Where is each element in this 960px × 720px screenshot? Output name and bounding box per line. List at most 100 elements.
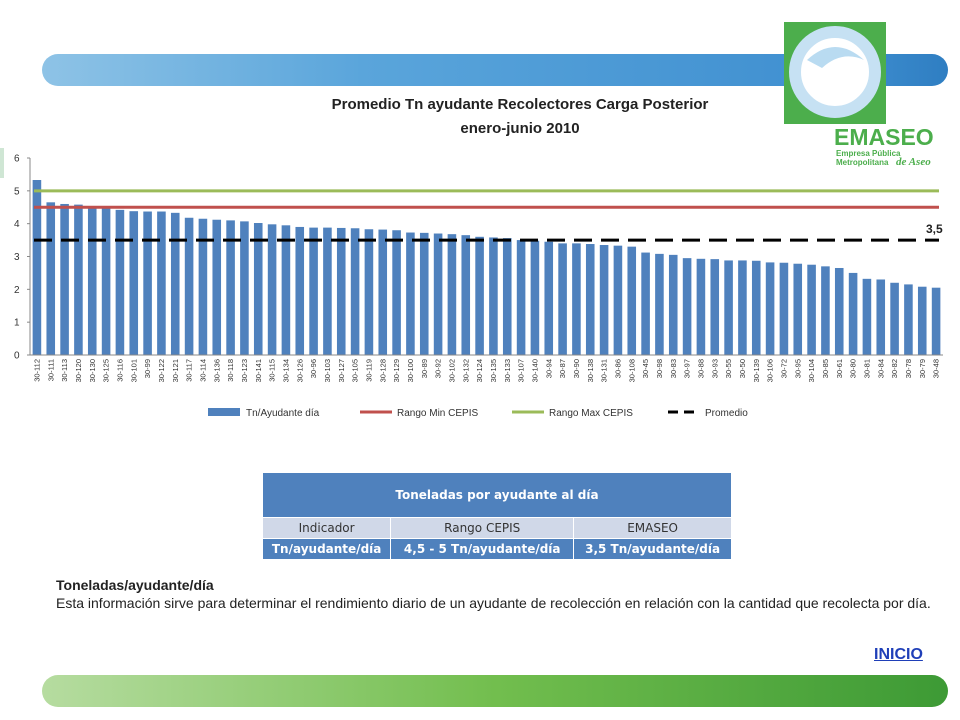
bar: [378, 229, 388, 355]
bar: [668, 254, 678, 355]
x-tick-label: 30-81: [862, 359, 871, 378]
x-tick-label: 30-121: [171, 359, 180, 382]
bar: [46, 202, 56, 355]
x-tick-label: 30-106: [766, 359, 775, 382]
x-tick-label: 30-89: [420, 359, 429, 378]
x-tick-label: 30-99: [143, 359, 152, 378]
x-tick-label: 30-48: [932, 359, 941, 378]
top-decorative-band: [42, 54, 842, 86]
bar: [433, 233, 443, 355]
y-tick-label: 1: [14, 318, 20, 329]
bar: [350, 228, 360, 355]
x-tick-label: 30-84: [876, 359, 885, 378]
chart-title: Promedio Tn ayudante Recolectores Carga …: [332, 96, 709, 113]
bar: [295, 226, 305, 355]
table-header-indicador: Indicador: [261, 517, 392, 539]
bar: [198, 218, 208, 355]
x-tick-label: 30-135: [489, 359, 498, 382]
x-tick-label: 30-50: [738, 359, 747, 378]
x-tick-label: 30-72: [779, 359, 788, 378]
bar: [890, 282, 899, 355]
x-tick-label: 30-96: [309, 359, 318, 378]
bar: [696, 258, 706, 355]
bar: [419, 232, 429, 355]
bar: [115, 209, 125, 355]
bar: [323, 227, 332, 355]
bar: [862, 278, 872, 355]
inicio-link[interactable]: INICIO: [874, 646, 923, 663]
x-tick-label: 30-104: [807, 359, 816, 382]
logo-name: EMASEO: [834, 124, 934, 150]
bar: [821, 266, 830, 355]
x-tick-label: 30-122: [157, 359, 166, 382]
x-tick-label: 30-102: [447, 359, 456, 382]
description-block: Toneladas/ayudante/día Esta información …: [56, 576, 946, 612]
bar: [627, 246, 637, 355]
x-tick-label: 30-101: [129, 359, 138, 382]
table-header-emaseo: EMASEO: [573, 517, 732, 539]
bar: [212, 219, 222, 355]
bar: [267, 224, 277, 355]
x-tick-label: 30-113: [60, 359, 69, 382]
bar: [751, 260, 761, 355]
bar: [157, 211, 166, 355]
x-tick-label: 30-111: [46, 359, 55, 381]
bar-series: [32, 180, 941, 355]
x-tick-label: 30-107: [517, 359, 526, 382]
x-tick-label: 30-119: [364, 359, 373, 382]
table-title: Toneladas por ayudante al día: [262, 472, 732, 518]
x-tick-label: 30-127: [337, 359, 346, 382]
x-tick-label: 30-98: [655, 359, 664, 378]
summary-table: Toneladas por ayudante al día Indicador …: [261, 472, 732, 560]
x-tick-label: 30-100: [406, 359, 415, 382]
y-tick-label: 2: [14, 285, 20, 296]
bar: [475, 236, 484, 355]
x-tick-label: 30-129: [392, 359, 401, 382]
bar: [226, 220, 235, 355]
x-tick-label: 30-116: [115, 359, 124, 382]
x-tick-label: 30-45: [641, 359, 650, 378]
x-tick-label: 30-103: [323, 359, 332, 382]
x-tick-label: 30-105: [351, 359, 360, 382]
x-tick-label: 30-133: [503, 359, 512, 382]
bar: [904, 284, 913, 355]
logo-line1: Empresa Pública: [836, 149, 901, 158]
x-tick-label: 30-90: [572, 359, 581, 378]
legend-label-max: Rango Max CEPIS: [549, 408, 633, 419]
bar: [641, 252, 650, 355]
bar: [461, 235, 471, 355]
x-tick-label: 30-140: [530, 359, 539, 382]
x-tick-label: 30-93: [710, 359, 719, 378]
x-tick-label: 30-97: [683, 359, 692, 378]
table-cell-emaseo: 3,5 Tn/ayudante/día: [573, 538, 732, 560]
reference-lines: [34, 189, 939, 242]
bar: [281, 225, 291, 355]
bar: [544, 241, 554, 355]
table-cell-indicador: Tn/ayudante/día: [261, 538, 392, 560]
x-tick-label: 30-126: [295, 359, 304, 382]
bar: [848, 272, 858, 355]
legend-label-promedio: Promedio: [705, 408, 748, 419]
x-tick-label: 30-124: [475, 359, 484, 382]
x-tick-label: 30-87: [558, 359, 567, 378]
x-tick-label: 30-114: [198, 359, 207, 382]
bar: [655, 253, 664, 355]
bar: [87, 207, 97, 355]
x-tick-label: 30-61: [835, 359, 844, 378]
bar-chart: Promedio Tn ayudante Recolectores Carga …: [14, 96, 943, 419]
bar: [724, 260, 733, 355]
bar: [917, 286, 927, 355]
x-tick-label: 30-132: [461, 359, 470, 382]
bar: [779, 262, 789, 355]
bar: [406, 232, 415, 355]
x-axis: 30-112 30-111 30-113 30-120 30-130 30-125 30-1…: [30, 354, 943, 382]
x-tick-label: 30-86: [613, 359, 622, 378]
logo-line3: de Aseo: [896, 156, 931, 168]
x-tick-label: 30-83: [669, 359, 678, 378]
legend-label-min: Rango Min CEPIS: [397, 408, 478, 419]
y-tick-label: 0: [14, 351, 20, 362]
x-tick-label: 30-131: [600, 359, 609, 382]
logo-sparkle-icon: [846, 74, 866, 94]
x-tick-label: 30-78: [904, 359, 913, 378]
bar: [170, 212, 180, 355]
